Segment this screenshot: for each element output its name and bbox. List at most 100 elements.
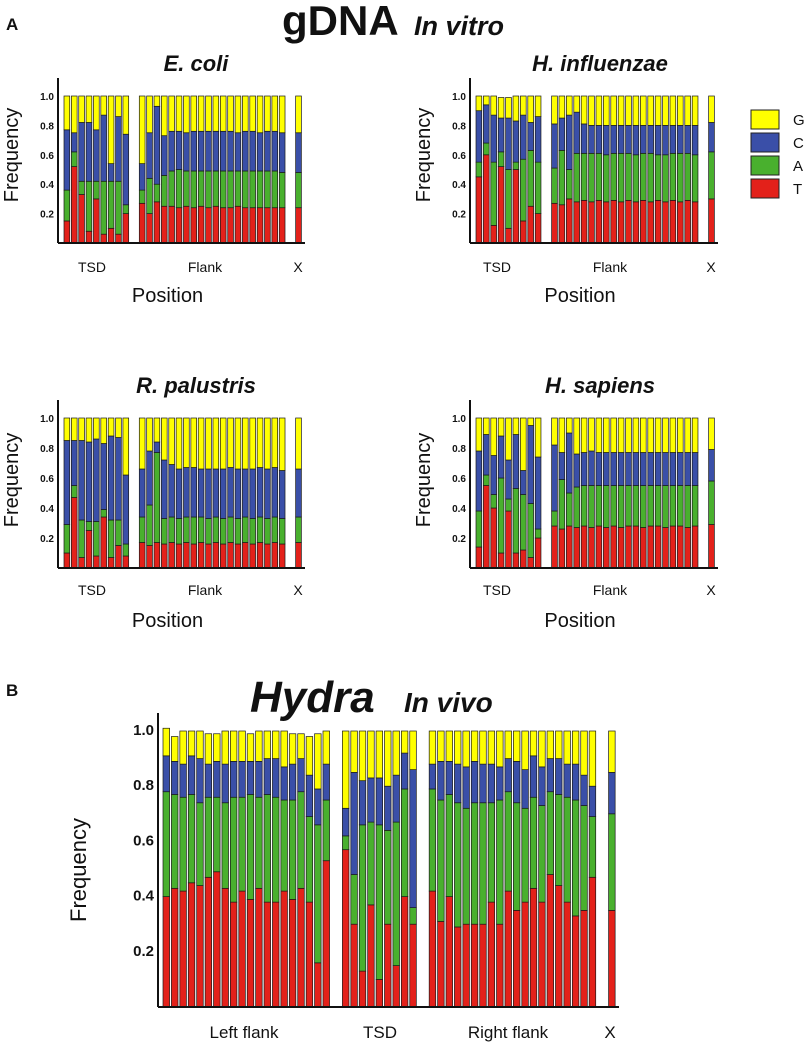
chart-3-bar-t-7	[527, 557, 534, 569]
chart-1-bar-g-13	[580, 95, 588, 125]
chart-2-bar-g-17	[197, 417, 205, 470]
chart-1-bar-c-18	[617, 125, 625, 154]
chart-1-ytick-0-6: 0.6	[452, 151, 466, 162]
chart-0-bar-a-21	[227, 170, 234, 209]
chart-2-bar-t-24	[249, 543, 256, 569]
chart-4-ytick-0-4: 0.4	[133, 888, 155, 905]
chart-0-bar-t-24	[249, 207, 256, 244]
chart-2-bar-a-27	[271, 516, 278, 543]
chart-2-bar-t-14	[175, 543, 183, 569]
chart-0-bar-a-25	[256, 170, 264, 209]
chart-3-bar-a-10	[558, 479, 566, 530]
chart-1-bar-c-13	[580, 123, 588, 154]
chart-3-bar-a-6	[520, 494, 527, 551]
chart-4-bar-t-28	[409, 923, 417, 1008]
chart-1-bar-c-23	[654, 125, 662, 156]
chart-4-bar-c-6	[213, 761, 221, 798]
chart-4-bar-a-38	[504, 791, 512, 892]
chart-0-bar-g-18	[205, 95, 212, 132]
chart-2-bar-c-11	[153, 441, 161, 453]
chart-1-bar-g-8	[534, 95, 542, 117]
chart-1-bar-c-27	[684, 125, 691, 154]
chart-4-bar-t-43	[546, 874, 554, 1008]
chart-4-bar-a-44	[555, 794, 563, 886]
chart-0-bar-c-10	[146, 132, 153, 179]
chart-4-bar-c-36	[487, 763, 496, 804]
chart-3-bar-t-18	[617, 527, 625, 569]
chart-4-bar-t-12	[263, 901, 271, 1008]
chart-1-bar-t-16	[603, 201, 610, 244]
chart-3-bar-t-12	[573, 527, 580, 569]
chart-4-bar-t-4	[196, 885, 204, 1008]
chart-3-bar-g-8	[534, 417, 542, 458]
chart-1-bar-c-16	[603, 125, 610, 156]
chart-1-bar-t-24	[662, 201, 669, 244]
chart-4-bar-c-40	[521, 769, 529, 809]
chart-2-bar-t-20	[219, 543, 227, 569]
chart-0-bar-t-12	[161, 205, 168, 244]
chart-3-bar-c-28	[691, 452, 699, 486]
chart-4-bar-c-44	[555, 758, 563, 795]
chart-1-bar-a-16	[603, 154, 610, 203]
chart-0-bar-a-13	[168, 170, 175, 207]
chart-4-bar-g-31	[445, 730, 453, 762]
chart-4-bar-c-25	[384, 785, 392, 831]
chart-0-bar-c-8	[122, 133, 130, 206]
chart-4-bar-g-1	[171, 736, 179, 762]
chart-2-bar-a-25	[256, 516, 264, 543]
chart-2-bar-a-8	[122, 543, 130, 557]
chart-4-bar-t-37	[496, 923, 504, 1008]
chart-1-bar-a-11	[566, 169, 573, 200]
chart-1-bar-t-26	[677, 201, 684, 244]
chart-4-bar-t-17	[305, 901, 314, 1008]
chart-4-bar-a-3	[187, 794, 196, 884]
chart-4-bar-t-39	[513, 910, 521, 1008]
chart-2-bar-c-6	[107, 435, 115, 521]
chart-1-bar-g-4	[505, 97, 512, 119]
chart-1-bar-c-12	[573, 111, 580, 154]
chart-3-bar-t-26	[677, 525, 684, 569]
chart-4-bar-c-12	[263, 758, 271, 795]
chart-4-bar-g-43	[546, 730, 554, 759]
chart-4-bar-t-22	[358, 970, 367, 1008]
chart-2-bar-c-23	[242, 468, 249, 518]
chart-1-bar-a-6	[520, 158, 527, 222]
chart-1-bar-c-10	[558, 117, 566, 151]
chart-4-bar-t-33	[462, 923, 470, 1008]
chart-1-bar-t-29	[708, 198, 715, 244]
chart-2-bar-c-19	[212, 468, 220, 518]
chart-4-bar-a-33	[462, 807, 470, 925]
chart-4-bar-t-5	[204, 876, 213, 1008]
chart-0-bar-t-9	[138, 202, 146, 244]
chart-0-bar-t-17	[197, 205, 205, 244]
chart-0-bar-g-6	[107, 95, 115, 164]
chart-2-bar-g-6	[107, 417, 115, 437]
chart-3-bar-g-5	[512, 417, 520, 435]
chart-2-bar-c-25	[256, 467, 264, 518]
chart-2-bar-a-18	[205, 518, 212, 545]
chart-1-bar-a-12	[573, 152, 580, 203]
chart-4-bar-c-0	[162, 755, 170, 793]
chart-1-bar-c-7	[527, 122, 534, 151]
chart-3-bar-a-24	[662, 485, 669, 528]
panel-a-subtitle: In vitro	[414, 11, 504, 41]
chart-h-influenzae: H. influenzae Frequency Position 0.2 0.4 0.6 0…	[413, 51, 718, 307]
chart-1-bar-a-3	[497, 151, 505, 167]
chart-4-bar-t-29	[428, 890, 437, 1008]
chart-4-bar-a-45	[563, 796, 571, 903]
chart-3-bar-g-29	[708, 417, 715, 450]
chart-1-bar-c-2	[490, 114, 497, 163]
chart-3-bar-c-1	[483, 434, 490, 476]
chart-0-bar-a-2	[78, 180, 85, 195]
chart-2-bar-t-15	[183, 542, 190, 569]
chart-0-bar-a-4	[93, 180, 100, 200]
chart-3-bar-t-25	[669, 525, 677, 569]
chart-3-bar-a-8	[534, 528, 542, 539]
chart-0-bar-a-24	[249, 170, 256, 209]
chart-1-bar-g-14	[588, 95, 595, 126]
chart-1-xlabel: Position	[544, 285, 615, 307]
chart-2-bar-g-24	[249, 417, 256, 470]
chart-1-bar-a-28	[691, 154, 699, 203]
chart-4-bar-a-22	[358, 824, 367, 972]
chart-hydra: Frequency 0.2 0.4 0.6 0.8 1.0 Left flank TSD Rig…	[66, 713, 619, 1042]
